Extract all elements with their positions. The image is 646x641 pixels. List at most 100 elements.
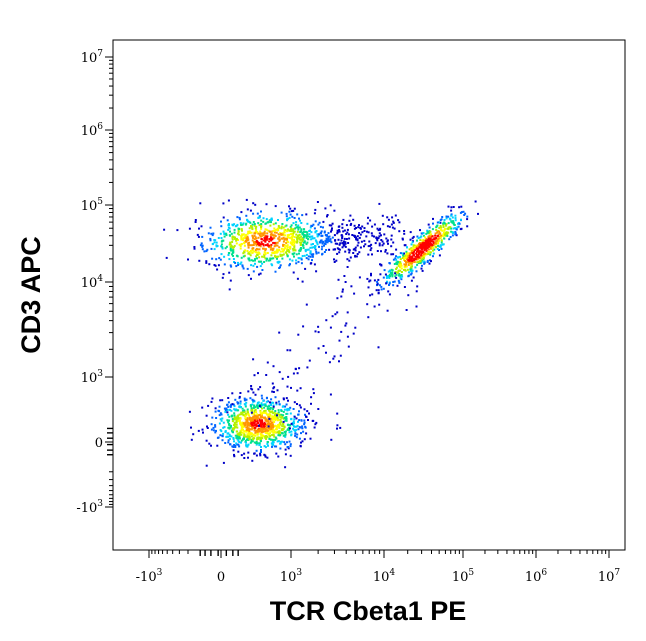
event-dot xyxy=(436,235,439,238)
event-dot xyxy=(346,258,349,261)
event-dot xyxy=(260,404,263,407)
event-dot xyxy=(246,430,249,433)
event-dot xyxy=(236,255,239,258)
event-dot xyxy=(394,272,397,275)
event-dot xyxy=(244,418,247,421)
event-dot xyxy=(306,366,309,369)
event-dot xyxy=(356,253,359,255)
event-dot xyxy=(271,417,274,420)
y-tick-label: 0 xyxy=(95,436,103,451)
event-dot xyxy=(289,454,292,457)
event-dot xyxy=(336,412,339,415)
event-dot xyxy=(327,239,330,241)
event-dot xyxy=(435,226,438,229)
event-dot xyxy=(400,263,402,265)
event-dot xyxy=(403,252,405,255)
event-dot xyxy=(223,263,226,266)
event-dot xyxy=(247,423,250,426)
event-dot xyxy=(211,257,214,260)
event-dot xyxy=(401,275,404,278)
event-dot xyxy=(234,425,236,428)
event-dot xyxy=(247,456,249,459)
event-dot xyxy=(259,454,262,457)
y-axis-title: CD3 APC xyxy=(16,236,46,354)
event-dot xyxy=(284,433,287,436)
event-dot xyxy=(260,421,263,424)
event-dot xyxy=(306,233,309,236)
event-dot xyxy=(273,415,276,418)
event-dot xyxy=(264,257,267,260)
event-dot xyxy=(269,233,272,236)
event-dot xyxy=(278,235,281,238)
event-dot xyxy=(280,211,283,214)
event-dot xyxy=(286,385,289,388)
event-dot xyxy=(256,242,259,245)
event-dot xyxy=(258,273,260,276)
event-dot xyxy=(271,430,274,433)
event-dot xyxy=(248,436,251,439)
event-dot xyxy=(304,426,307,429)
event-dot xyxy=(274,396,277,399)
event-dot xyxy=(348,259,351,262)
event-dot xyxy=(244,249,247,252)
event-dot xyxy=(307,248,310,251)
event-dot xyxy=(254,434,257,437)
event-dot xyxy=(264,222,267,225)
event-dot xyxy=(286,236,289,238)
x-tick-label: 107 xyxy=(598,568,621,585)
event-dot xyxy=(417,251,420,254)
event-dot xyxy=(274,438,277,441)
event-dot xyxy=(294,240,296,243)
event-dot xyxy=(352,332,355,335)
event-dot xyxy=(361,225,364,228)
event-dot xyxy=(310,396,313,399)
event-dot xyxy=(405,253,408,256)
event-dot xyxy=(343,237,346,240)
event-dot xyxy=(293,418,296,421)
event-dot xyxy=(447,227,450,230)
event-dot xyxy=(304,234,307,237)
event-dot xyxy=(265,259,268,262)
event-dot xyxy=(349,256,352,259)
event-dot xyxy=(259,440,262,442)
event-dot xyxy=(248,417,251,419)
event-dot xyxy=(259,412,262,415)
event-dot xyxy=(271,247,274,250)
event-dot xyxy=(276,412,279,415)
event-dot xyxy=(258,256,261,259)
event-dot xyxy=(243,409,246,412)
event-dot xyxy=(244,412,247,415)
event-dot xyxy=(383,269,386,272)
event-dot xyxy=(428,240,430,242)
event-dot xyxy=(322,241,325,244)
event-dot xyxy=(274,413,277,416)
event-dot xyxy=(248,259,251,262)
event-dot xyxy=(399,255,401,258)
event-dot xyxy=(344,250,347,253)
event-dot xyxy=(223,426,226,429)
event-dot xyxy=(278,423,281,426)
event-dot xyxy=(304,250,307,253)
event-dot xyxy=(296,424,299,427)
event-dot xyxy=(244,417,247,420)
event-dot xyxy=(291,234,294,237)
event-dot xyxy=(279,418,282,421)
event-dot xyxy=(261,397,264,400)
event-dot xyxy=(317,331,320,334)
event-dot xyxy=(424,236,427,239)
event-dot xyxy=(380,288,383,291)
event-dot xyxy=(264,455,267,458)
event-dot xyxy=(412,235,415,238)
event-dot xyxy=(240,433,243,436)
event-dot xyxy=(351,234,354,236)
event-dot xyxy=(345,322,348,325)
event-dot xyxy=(419,229,421,232)
event-dot xyxy=(445,217,448,220)
event-dot xyxy=(290,230,293,232)
event-dot xyxy=(240,228,243,231)
event-dot xyxy=(343,229,346,232)
event-dot xyxy=(431,243,433,246)
event-dot xyxy=(248,252,251,255)
event-dot xyxy=(438,221,441,224)
event-dot xyxy=(201,245,204,248)
